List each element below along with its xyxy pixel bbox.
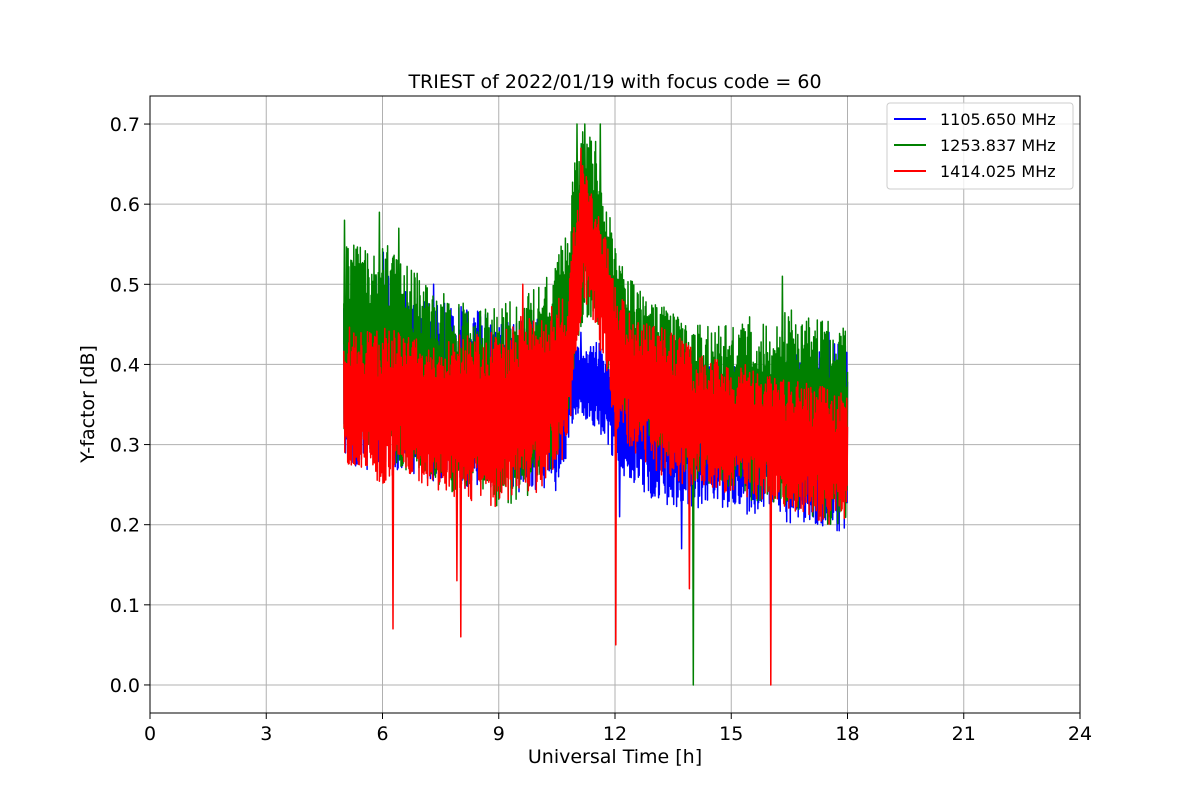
- y-tick-label: 0.2: [110, 515, 140, 537]
- y-tick-label: 0.7: [110, 114, 140, 136]
- legend: 1105.650 MHz 1253.837 MHz 1414.025 MHz: [886, 102, 1074, 190]
- y-tick-label: 0.0: [110, 675, 140, 697]
- x-tick-label: 3: [260, 723, 272, 745]
- x-tick-label: 6: [376, 723, 388, 745]
- series-line: [343, 147, 849, 686]
- legend-box: [886, 102, 1074, 190]
- x-tick-label: 15: [719, 723, 743, 745]
- x-tick-label: 21: [952, 723, 976, 745]
- x-tick-label: 9: [493, 723, 505, 745]
- y-tick-label: 0.1: [110, 595, 140, 617]
- y-tick-label: 0.4: [110, 354, 140, 376]
- x-axis-label: Universal Time [h]: [528, 746, 702, 768]
- legend-label: 1105.650 MHz: [940, 110, 1056, 129]
- y-tick-label: 0.3: [110, 435, 140, 457]
- legend-label: 1253.837 MHz: [940, 136, 1056, 155]
- series-line: [343, 123, 849, 686]
- x-tick-label: 18: [835, 723, 859, 745]
- y-tick-label: 0.5: [110, 274, 140, 296]
- x-tick-label: 24: [1068, 723, 1092, 745]
- tick-layer: 0 3 6 9 12 15 18 21 24 0.0 0.1 0.2 0.3 0.4 0.5 0.6 0.7: [110, 114, 1092, 745]
- x-tick-label: 0: [144, 723, 156, 745]
- x-tick-label: 12: [603, 723, 627, 745]
- y-axis-label: Y-factor [dB]: [77, 345, 99, 464]
- series-layer: [343, 123, 849, 686]
- chart-title: TRIEST of 2022/01/19 with focus code = 6…: [407, 71, 821, 93]
- legend-items: 1105.650 MHz 1253.837 MHz 1414.025 MHz: [894, 110, 1056, 181]
- legend-label: 1414.025 MHz: [940, 162, 1056, 181]
- y-tick-label: 0.6: [110, 194, 140, 216]
